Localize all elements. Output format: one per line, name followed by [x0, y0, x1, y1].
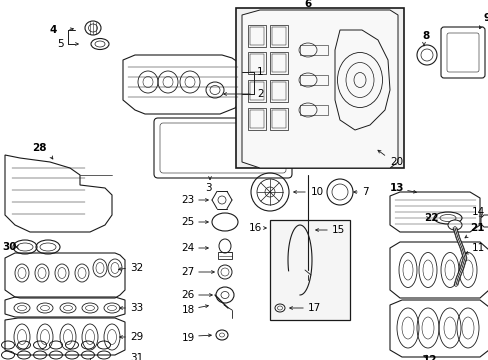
Bar	[271, 110, 285, 128]
Bar	[269, 80, 287, 102]
Bar	[271, 82, 285, 100]
Text: 12: 12	[422, 355, 436, 360]
Text: 17: 17	[307, 303, 321, 313]
Text: 4: 4	[50, 25, 57, 35]
Bar	[249, 110, 264, 128]
Text: 15: 15	[331, 225, 345, 235]
Bar	[269, 52, 287, 74]
Text: 25: 25	[182, 217, 195, 227]
Bar	[269, 108, 287, 130]
Text: 31: 31	[130, 353, 143, 360]
Text: 5: 5	[57, 39, 63, 49]
Text: 24: 24	[182, 243, 195, 253]
Text: 22: 22	[423, 213, 438, 223]
Bar	[247, 52, 265, 74]
Text: 3: 3	[204, 183, 211, 193]
Text: 2: 2	[257, 89, 263, 99]
Text: 21: 21	[469, 223, 484, 233]
Text: 19: 19	[182, 333, 195, 343]
Bar	[247, 108, 265, 130]
Bar	[299, 75, 327, 85]
Text: 20: 20	[389, 157, 402, 167]
Text: 8: 8	[421, 31, 428, 41]
Text: 1: 1	[257, 67, 263, 77]
Bar	[269, 25, 287, 47]
Text: 13: 13	[389, 183, 404, 193]
Bar	[271, 27, 285, 45]
Bar	[249, 82, 264, 100]
Text: 14: 14	[471, 207, 484, 217]
Text: 9: 9	[483, 13, 488, 23]
Text: 26: 26	[182, 290, 195, 300]
Bar	[247, 80, 265, 102]
Polygon shape	[242, 10, 397, 168]
Bar	[249, 27, 264, 45]
Bar	[249, 54, 264, 72]
Text: 6: 6	[304, 0, 311, 9]
Bar	[269, 220, 349, 320]
Text: 10: 10	[310, 187, 324, 197]
Text: 29: 29	[130, 332, 143, 342]
Bar	[271, 54, 285, 72]
Text: 23: 23	[182, 195, 195, 205]
Text: 11: 11	[471, 243, 484, 253]
Text: 27: 27	[182, 267, 195, 277]
Bar	[247, 25, 265, 47]
Bar	[299, 45, 327, 55]
Bar	[218, 252, 231, 259]
Text: 30: 30	[2, 242, 17, 252]
Text: 7: 7	[361, 187, 368, 197]
Ellipse shape	[447, 220, 461, 230]
Text: 16: 16	[248, 223, 262, 233]
Text: 33: 33	[130, 303, 143, 313]
Text: 32: 32	[130, 263, 143, 273]
Text: 18: 18	[182, 305, 195, 315]
Text: 28: 28	[32, 143, 46, 153]
Bar	[299, 105, 327, 115]
Bar	[236, 8, 403, 168]
